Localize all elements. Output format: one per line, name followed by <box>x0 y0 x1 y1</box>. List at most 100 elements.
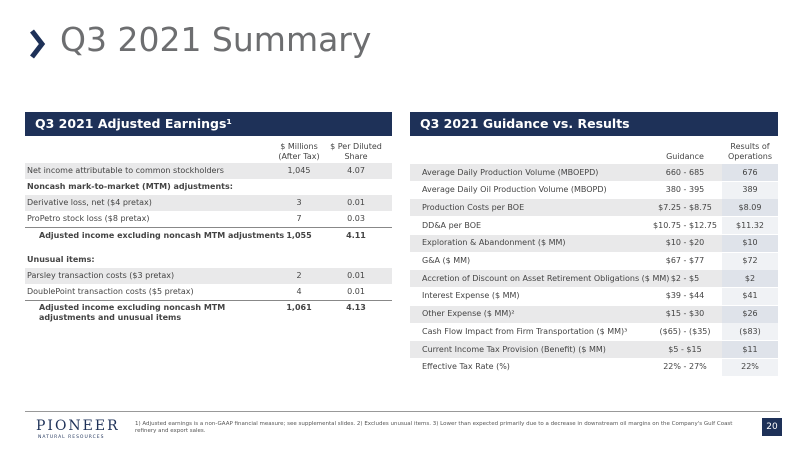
row-value: 660 - 685 <box>665 167 705 177</box>
row-value: $26 <box>742 309 758 319</box>
row-value: 7 <box>296 214 302 223</box>
row-value: 0.01 <box>347 271 365 280</box>
row-label: Derivative loss, net ($4 pretax) <box>27 198 152 207</box>
row-value: $5 - $15 <box>668 344 702 354</box>
row-label: Other Expense ($ MM)² <box>422 309 515 319</box>
row-label: Average Daily Oil Production Volume (MBO… <box>422 185 607 195</box>
result-cell-bg <box>722 164 778 181</box>
table-row: DoublePoint transaction costs ($5 pretax… <box>25 284 392 300</box>
footer-rule <box>25 411 780 412</box>
row-label: Noncash mark-to-market (MTM) adjustments… <box>27 182 233 191</box>
right-table: Guidance Results of Operations Average Dai… <box>410 0 778 450</box>
table-row <box>410 234 778 252</box>
result-cell-bg <box>722 234 778 252</box>
row-label: Net income attributable to common stockh… <box>27 166 224 175</box>
row-value: $10.75 - $12.75 <box>653 220 717 230</box>
result-cell-bg <box>722 341 778 358</box>
column-header: $ Millions (After Tax) <box>278 142 320 161</box>
table-row <box>410 270 778 288</box>
row-label: Interest Expense ($ MM) <box>422 291 520 301</box>
row-label: ProPetro stock loss ($8 pretax) <box>27 214 150 223</box>
result-cell-bg <box>722 252 778 270</box>
row-value: 1,045 <box>287 166 311 175</box>
row-label: Effective Tax Rate (%) <box>422 362 510 372</box>
chevron <box>30 29 46 59</box>
result-cell-bg <box>722 358 778 376</box>
row-value: 22% - 27% <box>663 362 707 372</box>
slide-title: Q3 2021 Summary <box>60 20 372 59</box>
row-value: $41 <box>742 291 758 301</box>
row-value: 0.01 <box>347 287 365 296</box>
row-label: Parsley transaction costs ($3 pretax) <box>27 271 175 280</box>
row-label: Accretion of Discount on Asset Retiremen… <box>422 273 670 283</box>
table-row: ProPetro stock loss ($8 pretax) 7 0.03 <box>25 211 392 227</box>
result-cell-bg <box>722 199 778 217</box>
column-header: $ Per Diluted Share <box>330 142 382 161</box>
table-row: Noncash mark-to-market (MTM) adjustments… <box>25 179 392 195</box>
row-label: Average Daily Production Volume (MBOEPD) <box>422 167 599 177</box>
row-label: G&A ($ MM) <box>422 256 471 265</box>
row-value: 380 - 395 <box>665 185 705 195</box>
result-cell-bg <box>722 323 778 341</box>
row-value: $10 - $20 <box>665 238 705 248</box>
column-header: Guidance <box>666 152 704 161</box>
left-table-title: Q3 2021 Adjusted Earnings¹ <box>25 112 392 136</box>
row-label: Unusual items: <box>27 255 95 264</box>
table-row <box>410 164 778 181</box>
table-row <box>410 199 778 217</box>
row-value: 4 <box>296 287 302 296</box>
row-value: 4.07 <box>347 166 365 175</box>
row-value: 1,061 <box>286 303 312 312</box>
page-number: 20 <box>762 418 782 436</box>
row-value: $67 - $77 <box>665 256 705 265</box>
left-table: $ Millions (After Tax) $ Per Diluted Shar… <box>25 0 392 450</box>
table-row: Adjusted income excluding noncash MTM ad… <box>25 300 392 327</box>
column-header: Results of Operations <box>728 142 772 161</box>
row-label: Production Costs per BOE <box>422 202 525 212</box>
row-value: $2 <box>744 273 756 283</box>
row-value: $7.25 - $8.75 <box>658 202 712 212</box>
row-value: 2 <box>296 271 302 280</box>
table-row: Adjusted income excluding noncash MTM ad… <box>25 227 392 244</box>
row-value: 3 <box>296 198 302 207</box>
row-label: Exploration & Abandonment ($ MM) <box>422 238 566 248</box>
row-value: ($83) <box>739 326 761 336</box>
row-value: 389 <box>742 185 758 195</box>
row-value: $10 <box>742 238 758 248</box>
row-value: 22% <box>741 362 759 372</box>
result-cell-bg <box>722 305 778 323</box>
result-cell-bg <box>722 287 778 305</box>
row-label: Adjusted income excluding noncash MTM ad… <box>39 231 285 240</box>
table-row: Parsley transaction costs ($3 pretax) 2 0.… <box>25 268 392 284</box>
row-label: Current Income Tax Provision (Benefit) (… <box>422 344 606 354</box>
right-table-title: Q3 2021 Guidance vs. Results <box>410 112 778 136</box>
table-row: Unusual items: <box>25 252 392 268</box>
row-value: 4.13 <box>346 303 366 312</box>
result-cell-bg <box>722 270 778 288</box>
row-value: $72 <box>742 256 758 265</box>
row-value: 676 <box>742 167 758 177</box>
result-cell-bg <box>722 181 778 199</box>
row-value: $15 - $30 <box>665 309 705 319</box>
row-value: $39 - $44 <box>665 291 705 301</box>
table-row: Net income attributable to common stockh… <box>25 163 392 179</box>
row-value: 4.11 <box>346 231 366 240</box>
row-value: 0.01 <box>347 198 365 207</box>
row-value: 0.03 <box>347 214 365 223</box>
logo-sub: NATURAL RESOURCES <box>38 435 105 440</box>
row-value: $11.32 <box>736 220 764 230</box>
table-row <box>410 341 778 358</box>
row-label: DD&A per BOE <box>422 220 482 230</box>
row-label: Cash Flow Impact from Firm Transportatio… <box>422 326 628 336</box>
row-label: Adjusted income excluding noncash MTM ad… <box>39 303 226 322</box>
result-cell-bg <box>722 217 778 235</box>
row-value: $8.09 <box>738 202 762 212</box>
row-value: $2 - $5 <box>670 273 700 283</box>
row-label: DoublePoint transaction costs ($5 pretax… <box>27 287 194 296</box>
row-value: 1,055 <box>286 231 312 240</box>
logo: PIONEER <box>36 418 120 434</box>
table-row <box>410 305 778 323</box>
row-value: $11 <box>742 344 758 354</box>
row-value: ($65) - ($35) <box>659 326 711 336</box>
